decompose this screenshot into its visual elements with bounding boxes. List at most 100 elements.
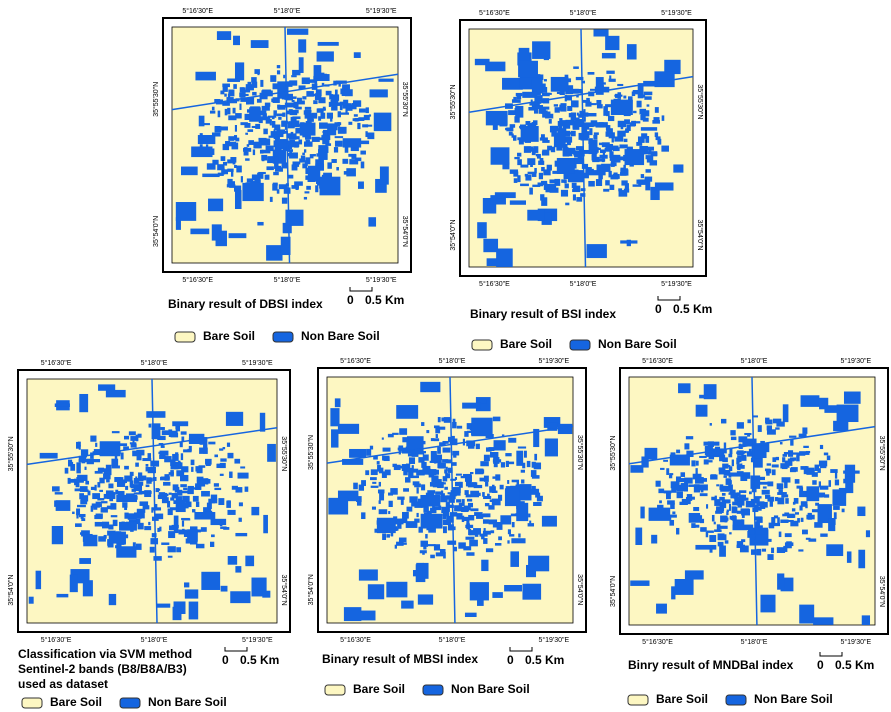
map-field: [317, 51, 334, 61]
map-pixel: [820, 533, 827, 536]
map-pixel: [72, 512, 75, 514]
map-pixel: [762, 490, 770, 495]
map-pixel: [443, 448, 451, 453]
map-pixel: [153, 556, 161, 561]
map-field: [557, 158, 575, 174]
map-pixel: [272, 117, 275, 119]
map-field: [527, 210, 545, 221]
caption: Binary result of DBSI index: [168, 297, 323, 311]
map-pixel: [762, 549, 766, 552]
map-pixel: [181, 518, 190, 520]
map-pixel: [669, 475, 672, 478]
map-pixel: [723, 476, 726, 478]
map-pixel: [464, 506, 471, 511]
map-pixel: [212, 107, 215, 111]
map-pixel: [444, 487, 448, 490]
map-field: [611, 100, 633, 115]
map-pixel: [130, 442, 136, 444]
map-pixel: [434, 544, 440, 550]
map-pixel: [706, 504, 708, 508]
map-pixel: [594, 132, 599, 135]
map-pixel: [340, 103, 343, 110]
map-pixel: [414, 484, 421, 488]
map-pixel: [501, 462, 505, 467]
map-field: [287, 29, 308, 35]
map-pixel: [695, 477, 704, 484]
map-field: [673, 164, 683, 172]
map-field: [689, 513, 700, 523]
map-pixel: [110, 503, 116, 510]
map-pixel: [75, 488, 81, 491]
map-field: [228, 556, 237, 565]
map-pixel: [767, 429, 776, 434]
map-pixel: [577, 113, 579, 116]
map-field: [345, 89, 353, 96]
map-field: [203, 507, 211, 512]
scale-label: 0.5 Km: [240, 653, 279, 667]
map-pixel: [655, 107, 659, 113]
map-field: [419, 470, 439, 475]
map-pixel: [799, 505, 802, 510]
map-field: [208, 199, 223, 212]
map-pixel: [80, 500, 87, 505]
map-pixel: [371, 469, 378, 475]
map-pixel: [721, 419, 726, 424]
map-pixel: [730, 430, 735, 435]
map-field: [314, 65, 322, 78]
map-pixel: [327, 162, 331, 168]
map-pixel: [135, 463, 139, 467]
map-field: [249, 107, 261, 121]
scale-label: 0: [817, 658, 824, 672]
map-pixel: [366, 449, 371, 456]
map-pixel: [233, 84, 237, 89]
map-pixel: [513, 172, 518, 177]
coord-label: 5°18'0"E: [141, 636, 168, 644]
map-field: [545, 438, 558, 456]
map-field: [431, 451, 437, 463]
map-pixel: [392, 433, 399, 435]
map-pixel: [232, 486, 238, 490]
map-pixel: [767, 497, 774, 502]
map-field: [625, 149, 645, 165]
map-field: [655, 182, 674, 190]
map-pixel: [348, 122, 352, 125]
map-pixel: [459, 503, 462, 506]
map-pixel: [130, 480, 134, 487]
map-pixel: [367, 125, 372, 127]
map-field: [801, 395, 820, 407]
map-pixel: [219, 448, 223, 450]
map-field: [244, 123, 250, 128]
map-pixel: [370, 477, 377, 480]
coord-label: 5°16'30"E: [340, 357, 371, 365]
map-pixel: [803, 446, 809, 448]
map-pixel: [99, 468, 104, 472]
map-field: [242, 183, 263, 201]
scale-label: 0: [222, 653, 229, 667]
map-pixel: [765, 469, 771, 472]
map-pixel: [799, 491, 807, 497]
map-pixel: [467, 499, 472, 502]
map-pixel: [277, 70, 280, 74]
map-pixel: [146, 477, 151, 484]
map-pixel: [379, 500, 381, 504]
map-pixel: [742, 498, 749, 501]
map-pixel: [532, 475, 540, 479]
map-field: [176, 217, 181, 230]
map-pixel: [229, 181, 235, 188]
map-pixel: [468, 529, 471, 535]
map-pixel: [476, 444, 480, 449]
map-pixel: [159, 527, 161, 532]
map-pixel: [292, 116, 300, 119]
map-field: [330, 408, 339, 426]
map-field: [116, 546, 136, 557]
map-pixel: [79, 514, 86, 517]
map-pixel: [512, 522, 515, 527]
map-pixel: [102, 522, 109, 529]
coord-label: 5°16'30"E: [642, 638, 673, 646]
map-pixel: [542, 150, 549, 156]
map-pixel: [747, 433, 750, 436]
map-pixel: [383, 448, 391, 452]
coord-label: 35°55'30"N: [152, 82, 160, 117]
map-pixel: [280, 129, 285, 132]
map-field: [195, 72, 216, 81]
